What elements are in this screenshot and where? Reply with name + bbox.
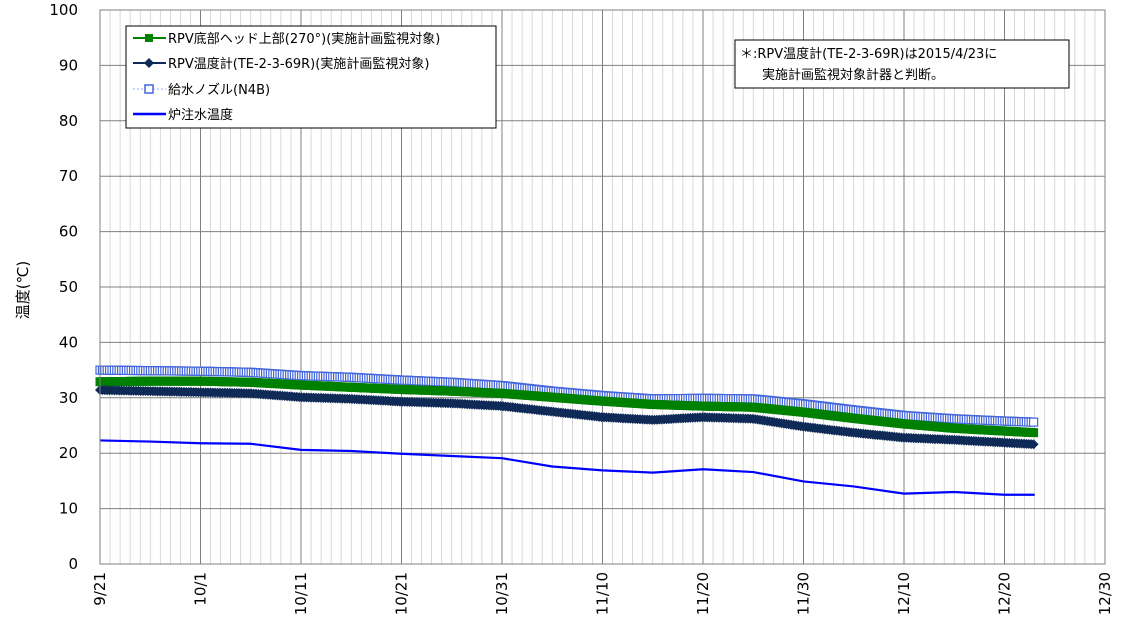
y-tick-label: 40: [59, 333, 78, 351]
legend-label-rpv-bottom-head: RPV底部ヘッド上部(270°)(実施計画監視対象): [168, 31, 440, 47]
legend-swatch-square-marker: [145, 34, 153, 42]
x-tick-label: 11/10: [594, 572, 612, 615]
y-tick-label: 30: [59, 389, 78, 407]
x-tick-label: 10/31: [493, 572, 511, 615]
annotation-line-1: ＊:RPV温度計(TE-2-3-69R)は2015/4/23に: [740, 46, 997, 62]
legend-item-rpv-bottom-head: RPV底部ヘッド上部(270°)(実施計画監視対象): [133, 31, 440, 47]
y-tick-label: 90: [59, 56, 78, 74]
annotation-line-2: 実施計画監視対象計器と判断。: [762, 67, 944, 83]
x-tick-label: 12/10: [895, 572, 913, 615]
legend-label-feedwater-nozzle: 給水ノズル(N4B): [168, 82, 270, 98]
plot-area-border: [99, 9, 1106, 565]
series-marker: [1029, 428, 1039, 438]
legend-box: [125, 25, 497, 129]
series-1: [95, 385, 1039, 450]
x-tick-label: 12/20: [996, 572, 1014, 615]
y-tick-label: 0: [68, 555, 78, 573]
series-layer: [95, 365, 1039, 496]
legend-item-feedwater-nozzle: 給水ノズル(N4B): [133, 82, 270, 98]
annotation-box: [734, 39, 1070, 89]
axes: 0 10 20 30 40 50 60 70 80 90 100 9/21 10/1 10/11 10/21…: [49, 1, 1114, 615]
x-tick-label: 9/21: [91, 572, 109, 606]
annotation-note: ＊:RPV温度計(TE-2-3-69R)は2015/4/23に 実施計画監視対象…: [734, 39, 1070, 89]
y-tick-label: 10: [59, 500, 78, 518]
legend-swatch-open-square-marker: [144, 84, 154, 94]
y-tick-label: 100: [49, 1, 78, 19]
series-marker: [1028, 417, 1039, 427]
x-tick-label: 10/11: [292, 572, 310, 615]
y-tick-label: 60: [59, 223, 78, 241]
series-0: [95, 376, 1039, 438]
y-tick-label: 20: [59, 444, 78, 462]
x-tick-label: 10/1: [192, 572, 210, 606]
legend-label-rpv-thermometer: RPV温度計(TE-2-3-69R)(実施計画監視対象): [168, 56, 429, 72]
legend-item-injection-water-temp: 炉注水温度: [133, 107, 233, 123]
series-marker: [1028, 439, 1039, 450]
legend-item-rpv-thermometer: RPV温度計(TE-2-3-69R)(実施計画監視対象): [133, 56, 429, 72]
legend-swatch-diamond-marker: [144, 58, 154, 68]
series-line: [99, 439, 1035, 496]
series-2: [95, 365, 1039, 427]
legend: RPV底部ヘッド上部(270°)(実施計画監視対象) RPV温度計(TE-2-3…: [125, 25, 497, 129]
y-tick-label: 70: [59, 167, 78, 185]
x-tick-label: 11/30: [795, 572, 813, 615]
x-tick-label: 10/21: [393, 572, 411, 615]
y-tick-label: 50: [59, 278, 78, 296]
y-tick-label: 80: [59, 112, 78, 130]
series-3: [99, 439, 1035, 496]
legend-label-injection-water-temp: 炉注水温度: [168, 107, 233, 123]
x-tick-label: 11/20: [694, 572, 712, 615]
x-tick-label: 12/30: [1096, 572, 1114, 615]
y-axis-label: 温度(℃): [14, 261, 32, 320]
